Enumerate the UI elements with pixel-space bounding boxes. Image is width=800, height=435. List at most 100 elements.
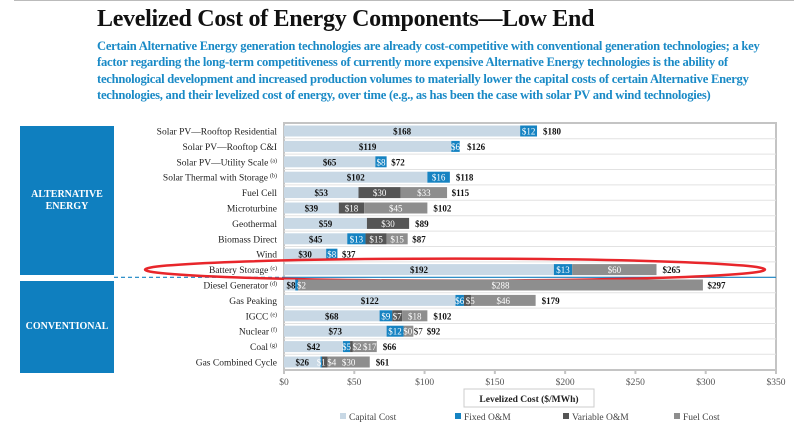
bar-segment-fuel [364, 202, 428, 214]
legend-label-fixed: Fixed O&M [464, 413, 511, 423]
x-tick-label: $350 [767, 377, 786, 388]
data-label-fixed: $2 [297, 281, 306, 291]
bar-segment-fuel [352, 341, 377, 353]
bar-segment-variable [338, 202, 365, 214]
data-label-variable: $15 [369, 234, 383, 244]
category-label: Geothermal [232, 220, 277, 230]
data-label-capital: $119 [359, 142, 377, 152]
data-label-capital: $192 [410, 265, 429, 275]
bar-segment-capital [284, 279, 296, 291]
total-label: $37 [342, 250, 356, 260]
bar-segment-capital [284, 156, 376, 168]
bar-segment-fixed [326, 248, 338, 260]
legend-label-capital: Capital Cost [349, 413, 397, 423]
bar-segment-capital [284, 125, 521, 137]
data-label-fixed: $16 [432, 173, 446, 183]
category-label: Solar PV—Rooftop C&I [183, 142, 277, 153]
data-label-fixed: $9 [381, 311, 391, 321]
total-label: $102 [433, 204, 452, 214]
legend-label-variable: Variable O&M [572, 413, 629, 423]
bar-segment-fuel [327, 356, 370, 368]
data-label-capital: $68 [325, 311, 339, 321]
total-label: $180 [543, 127, 562, 137]
data-label-capital: $73 [329, 327, 343, 337]
bar-segment-capital [284, 294, 456, 306]
category-label: Coal (g) [250, 342, 277, 353]
bar-segment-fixed [295, 279, 299, 291]
bar-segment-variable [350, 341, 353, 353]
bar-segment-variable [463, 294, 471, 306]
bar-segment-fixed [455, 294, 464, 306]
bar-segment-capital [284, 233, 348, 245]
bar-segment-fixed [320, 356, 322, 368]
total-label: $92 [427, 327, 441, 337]
x-tick-label: $200 [556, 377, 575, 388]
category-label: Gas Combined Cycle [196, 359, 277, 369]
bar-segment-capital [284, 356, 321, 368]
category-label: Solar PV—Rooftop Residential [157, 127, 278, 138]
data-label-fuel: $33 [417, 188, 431, 198]
bar-segment-fixed [427, 171, 450, 183]
bar-segment-variable [365, 233, 387, 245]
bar-segment-fuel [470, 294, 536, 306]
category-label: Fuel Cell [242, 189, 277, 199]
data-label-capital: $8 [287, 281, 297, 291]
bar-segment-capital [284, 310, 380, 322]
total-label: $87 [412, 234, 426, 244]
data-label-fixed: $13 [556, 265, 570, 275]
total-label: $72 [391, 157, 405, 167]
bar-segment-capital [284, 217, 367, 229]
category-label: Microturbine [227, 205, 277, 215]
x-tick-label: $0 [279, 377, 289, 388]
data-label-fixed: $8 [327, 250, 337, 260]
data-label-variable: $7 [393, 311, 403, 321]
bar-segment-fixed [520, 125, 538, 137]
bar-segment-capital [284, 187, 359, 199]
bar-segment-capital [284, 264, 554, 276]
bar-segment-fixed [386, 325, 404, 337]
data-label-fuel: $46 [497, 296, 511, 306]
category-label: Wind [256, 251, 277, 261]
data-label-fixed: $12 [522, 127, 536, 137]
data-label-capital: $26 [296, 358, 310, 368]
data-label-fuel: $15 [390, 234, 404, 244]
total-label: $61 [376, 358, 390, 368]
data-label-variable: $30 [373, 188, 387, 198]
page-title: Levelized Cost of Energy Components—Low … [97, 6, 595, 32]
bar-segment-fixed [347, 233, 366, 245]
bar-segment-fixed [553, 264, 573, 276]
legend-swatch-fixed [455, 413, 461, 419]
total-label: $297 [707, 281, 726, 291]
bar-segment-fixed [375, 156, 387, 168]
data-label-capital: $65 [323, 157, 337, 167]
data-label-variable: $4 [327, 358, 337, 368]
legend-swatch-capital [340, 413, 346, 419]
total-label: $115 [452, 188, 470, 198]
bar-segment-capital [284, 140, 452, 152]
data-label-capital: $30 [298, 250, 312, 260]
bar-segment-fuel [403, 325, 414, 337]
bar-segment-fixed [343, 341, 351, 353]
category-label: Biomass Direct [218, 235, 277, 245]
total-label: $89 [415, 219, 429, 229]
total-label: $265 [663, 265, 682, 275]
x-tick-label: $300 [696, 377, 715, 388]
data-label-fixed: $12 [388, 327, 402, 337]
bar-segment-fixed [451, 140, 460, 152]
data-label-capital: $39 [305, 204, 319, 214]
bar-segment-capital [284, 202, 339, 214]
bar-segment-variable [358, 187, 401, 199]
data-label-capital: $102 [347, 173, 366, 183]
data-label-variable: $18 [345, 204, 359, 214]
bar-segment-variable [366, 217, 410, 229]
data-label-fuel: $288 [491, 281, 510, 291]
bar-segment-fuel [572, 264, 657, 276]
category-label: Diesel Generator (d) [203, 281, 277, 292]
total-label: $126 [467, 142, 486, 152]
subtitle: Certain Alternative Energy generation te… [97, 39, 760, 102]
bar-segment-fuel [402, 310, 428, 322]
data-label-capital: $42 [307, 342, 321, 352]
data-label-capital: $122 [361, 296, 380, 306]
x-tick-label: $100 [415, 377, 434, 388]
data-label-fixed: $5 [342, 342, 352, 352]
